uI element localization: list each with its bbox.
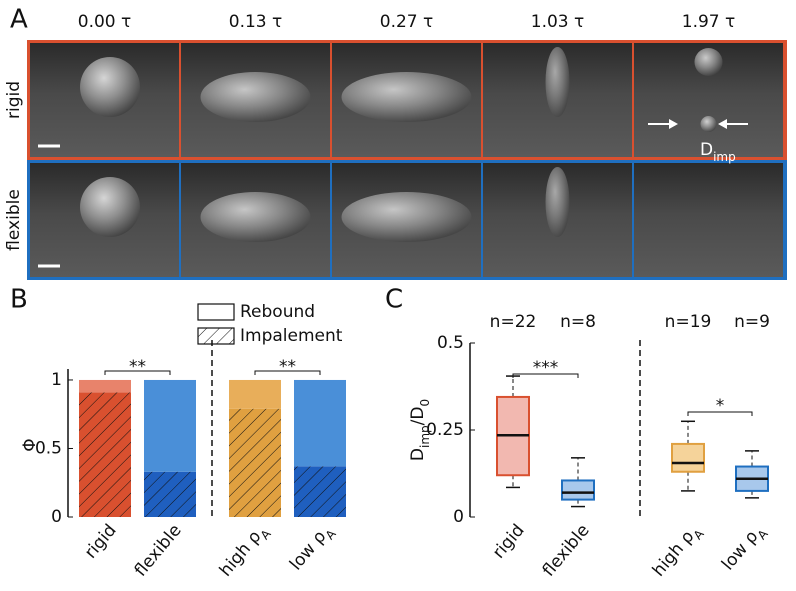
- drop: [80, 57, 140, 117]
- y-axis-label-part: imp: [418, 425, 432, 448]
- significance-text: **: [129, 357, 146, 377]
- significance-bracket: [254, 370, 321, 375]
- row-label: rigid: [4, 81, 24, 119]
- spread-drop: [200, 192, 311, 242]
- x-tick-label: high ρA: [649, 520, 707, 583]
- significance-text: **: [279, 357, 296, 377]
- x-tick-label-part: high ρ: [216, 527, 266, 581]
- significance-text: *: [716, 396, 725, 416]
- count-label: n=22: [490, 312, 537, 332]
- x-tick-label: low ρA: [286, 520, 339, 577]
- bar-hatch: [144, 471, 196, 517]
- y-tick-label: 0: [51, 507, 62, 527]
- significance-bracket: [512, 373, 579, 378]
- y-axis-label-part: 0: [418, 399, 432, 407]
- y-tick-label: 1: [51, 370, 62, 390]
- annotation: Dimp: [700, 140, 736, 164]
- bar-hatch: [229, 408, 281, 517]
- panel-b: B Φ 0 0.5 1 Rebound Impalement ** ** rigid flexibl…: [10, 285, 346, 583]
- drop: [80, 177, 140, 237]
- row-label: flexible: [4, 189, 24, 251]
- count-label: n=19: [665, 312, 712, 332]
- y-tick-label: 0: [453, 507, 464, 527]
- panel-label: C: [385, 285, 403, 315]
- x-tick-label-part: rigid: [489, 521, 529, 563]
- panel-label: B: [10, 285, 28, 315]
- annotation-part: imp: [713, 150, 736, 164]
- bar-segment: [229, 379, 281, 409]
- y-tick-label: 0.5: [35, 438, 62, 458]
- spread-drop: [341, 72, 472, 122]
- arrow-head: [669, 119, 678, 129]
- panel-a: A 0.00 τ 0.13 τ 0.27 τ 1.03 τ 1.97 τ rigid flex…: [4, 5, 787, 280]
- photo: [634, 163, 783, 277]
- x-tick-label: high ρA: [216, 520, 274, 583]
- time-label: 0.13 τ: [229, 12, 283, 32]
- legend-label: Rebound: [240, 302, 315, 322]
- time-label: 0.00 τ: [78, 12, 132, 32]
- x-tick-label-part: flexible: [131, 521, 186, 581]
- bar-segment: [294, 379, 346, 467]
- time-label: 1.03 τ: [531, 12, 585, 32]
- spread-drop: [200, 72, 311, 122]
- x-tick-label: rigid: [489, 521, 529, 563]
- jet: [545, 167, 570, 237]
- x-tick-label: low ρA: [718, 520, 771, 577]
- bar-segment: [144, 379, 196, 472]
- box: [671, 442, 705, 473]
- x-tick-label-part: flexible: [539, 521, 594, 581]
- x-tick-label: flexible: [131, 521, 186, 581]
- x-tick-label-part: high ρ: [649, 527, 699, 581]
- spread-drop: [341, 192, 472, 242]
- count-label: n=8: [560, 312, 596, 332]
- y-axis-label: Dimp/D0: [408, 399, 432, 461]
- time-label: 1.97 τ: [682, 12, 736, 32]
- significance-bracket: [687, 411, 753, 416]
- count-label: n=9: [734, 312, 770, 332]
- bar-hatch: [294, 466, 346, 517]
- arrow-head: [718, 119, 727, 129]
- legend-swatch: [197, 327, 235, 345]
- time-label: 0.27 τ: [380, 12, 434, 32]
- drop: [694, 48, 723, 76]
- bar-hatch: [79, 392, 131, 517]
- y-tick-label: 0.25: [426, 420, 464, 440]
- y-axis-label-part: /D: [408, 407, 428, 426]
- x-tick-label: rigid: [81, 521, 121, 563]
- y-axis-label: Φ: [20, 438, 40, 451]
- panel-label: A: [10, 5, 28, 35]
- legend-label: Impalement: [240, 326, 343, 346]
- y-axis-label-part: D: [408, 448, 428, 461]
- significance-bracket: [104, 370, 171, 375]
- box: [561, 479, 595, 501]
- significance-text: ***: [533, 358, 559, 378]
- jet: [545, 47, 570, 117]
- y-tick-label: 0.5: [437, 333, 464, 353]
- legend-swatch: [197, 303, 235, 321]
- bar-segment: [79, 379, 131, 393]
- drop: [700, 116, 717, 132]
- x-tick-label-part: rigid: [81, 521, 121, 563]
- x-tick-label: flexible: [539, 521, 594, 581]
- annotation-part: D: [700, 140, 713, 160]
